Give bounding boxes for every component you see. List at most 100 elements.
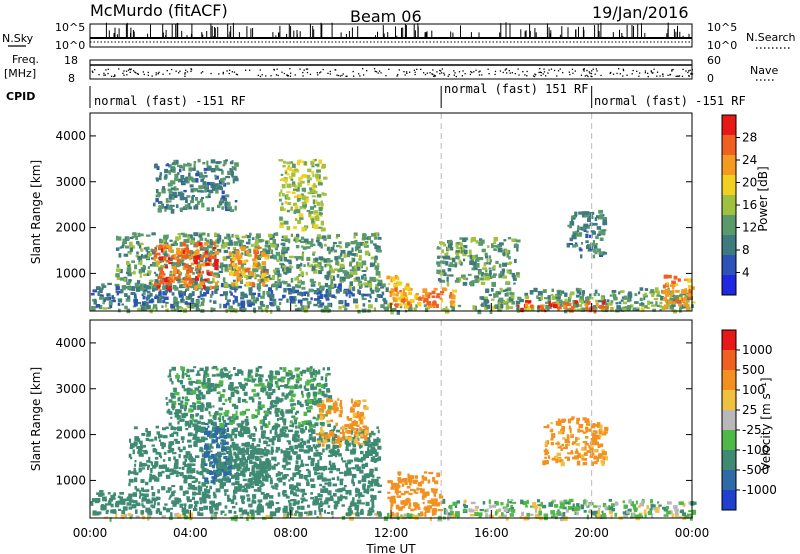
velocity-cell-2 (182, 474, 187, 479)
power-cell-3 (168, 261, 173, 265)
velocity-cell-1 (235, 502, 238, 506)
power-cell-12 (595, 235, 599, 239)
velocity-cell-0 (383, 516, 389, 521)
nave-dot (441, 68, 443, 70)
power-cell-2 (212, 278, 215, 283)
nave-dot (568, 71, 570, 73)
velocity-cell-4 (222, 402, 226, 405)
power-cell-6 (307, 191, 312, 195)
power-cell-1 (357, 289, 360, 294)
velocity-cell-2 (363, 477, 367, 482)
power-cell-7 (393, 283, 399, 288)
velocity-cell-2 (145, 481, 149, 486)
power-cell-1 (277, 283, 282, 289)
nave-dot (618, 68, 620, 70)
power-cell-10 (651, 293, 655, 297)
freq-tick-top-left: 18 (64, 54, 78, 67)
power-cell-1 (381, 283, 386, 288)
power-cell-2 (335, 260, 339, 263)
freq-tick-bottom-left: 8 (68, 72, 75, 85)
power-cell-8 (409, 304, 412, 308)
velocity-cell-1 (92, 510, 97, 516)
power-cell-1 (289, 299, 292, 303)
power-cell-13 (680, 298, 686, 304)
velocity-cell-2 (321, 477, 327, 482)
power-cell-0 (472, 305, 476, 310)
power-cell-1 (97, 291, 100, 296)
velocity-cell-1 (117, 495, 121, 499)
velocity-cell-2 (156, 431, 161, 435)
velocity-cell-1 (98, 492, 103, 497)
velocity-cell-2 (191, 468, 196, 473)
power-cell-5 (211, 207, 215, 212)
power-cell-2 (357, 283, 361, 286)
nave-dot (433, 75, 436, 77)
velocity-cell-2 (244, 428, 248, 434)
power-cell-1 (174, 303, 177, 307)
velocity-cell-2 (251, 433, 256, 436)
power-cell-2 (277, 273, 282, 278)
velocity-cell-4 (327, 423, 331, 427)
velocity-cell-1 (178, 500, 182, 503)
velocity-cell-1 (105, 503, 109, 506)
power-cell-5 (172, 162, 176, 165)
power-cell-9 (485, 255, 489, 259)
velocity-cell-4 (237, 398, 241, 404)
power-cell-1 (324, 282, 328, 288)
power-cell-2 (264, 244, 269, 248)
power-cell-5 (208, 193, 211, 196)
power-cell-12 (600, 230, 606, 236)
power-cell-6 (314, 158, 317, 161)
nave-dot (98, 74, 100, 76)
velocity-cell-4 (189, 369, 195, 373)
velocity-cell-4 (275, 384, 279, 388)
power-cell-5 (181, 192, 185, 197)
power-cell-2 (340, 253, 343, 257)
velocity-cell-2 (345, 444, 349, 449)
y-tick-label: 1000 (55, 266, 86, 280)
nave-dot (432, 73, 434, 76)
power-cell-7 (393, 297, 398, 303)
power-cell-2 (166, 234, 169, 239)
power-cell-2 (169, 270, 173, 273)
power-cell-9 (508, 269, 512, 275)
power-cell-7 (395, 281, 401, 286)
power-cell-2 (219, 235, 222, 240)
power-cell-1 (142, 295, 146, 300)
velocity-cell-2 (360, 459, 364, 463)
velocity-cell-1 (300, 505, 305, 510)
power-cell-11 (520, 307, 524, 313)
power-cell-2 (375, 269, 379, 273)
power-cell-2 (300, 281, 305, 285)
power-cell-3 (207, 256, 211, 262)
velocity-cell-1 (358, 496, 361, 499)
y-tick-label: 4000 (55, 129, 86, 143)
power-cell-6 (318, 159, 323, 164)
velocity-cell-2 (297, 482, 301, 487)
velocity-cell-2 (254, 445, 257, 450)
power-cell-11 (584, 303, 589, 307)
power-cell-0 (486, 304, 491, 309)
velocity-cell-2 (148, 477, 153, 481)
nave-dot (572, 72, 574, 74)
velocity-cell-1 (191, 496, 195, 501)
velocity-cell-2 (194, 455, 200, 458)
nave-dot (218, 73, 220, 75)
power-cell-12 (569, 243, 573, 245)
velocity-cell-1 (129, 500, 132, 505)
power-cell-8 (415, 297, 419, 300)
power-cell-2 (143, 284, 147, 289)
power-cell-9 (455, 256, 460, 260)
power-cell-2 (301, 251, 305, 255)
velocity-cell-2 (175, 427, 179, 430)
power-cell-6 (312, 173, 315, 178)
velocity-cell-1 (214, 511, 218, 514)
power-cell-5 (171, 167, 176, 170)
nave-dot (511, 72, 513, 74)
power-cell-9 (448, 257, 453, 260)
power-cell-2 (377, 236, 382, 240)
power-cell-2 (328, 259, 333, 263)
power-cell-2 (353, 258, 356, 262)
power-cell-2 (240, 252, 244, 256)
velocity-cell-1 (153, 500, 156, 506)
